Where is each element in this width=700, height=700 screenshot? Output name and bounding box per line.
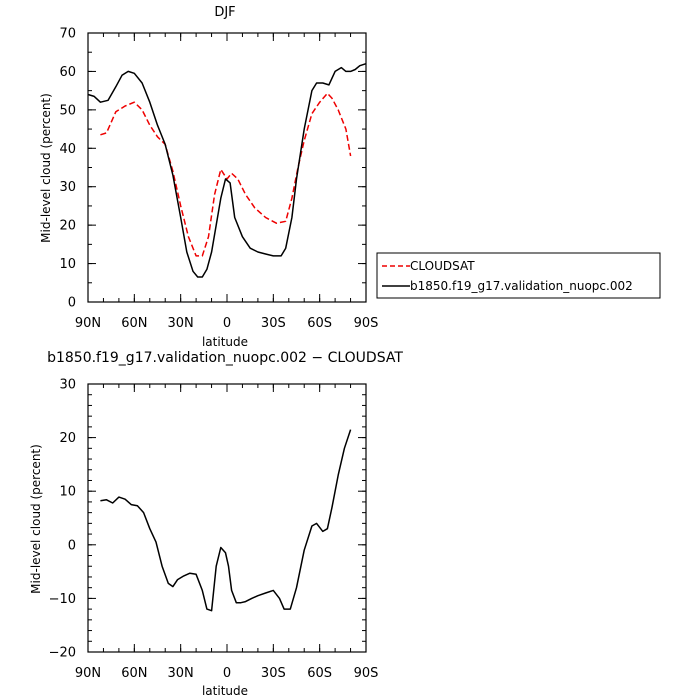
y-tick-label: 20 xyxy=(59,431,76,446)
legend-label-cloudsat: CLOUDSAT xyxy=(410,259,475,273)
y-tick-label: 40 xyxy=(59,142,76,157)
legend-box xyxy=(376,252,661,299)
x-tick-label: 30S xyxy=(261,316,286,331)
x-tick-label: 30N xyxy=(168,316,194,331)
y-tick-label: 10 xyxy=(59,485,76,500)
panel1-title: DJF xyxy=(214,5,235,20)
y-tick-label: 30 xyxy=(59,180,76,195)
legend-label-model: b1850.f19_g17.validation_nuopc.002 xyxy=(410,279,633,293)
x-tick-label: 90S xyxy=(354,316,379,331)
x-tick-label: 90S xyxy=(354,666,379,681)
x-tick-label: 60N xyxy=(121,316,147,331)
panel2-title: b1850.f19_g17.validation_nuopc.002 − CLO… xyxy=(47,350,403,366)
panel2-ylabel: Mid-level cloud (percent) xyxy=(29,444,43,594)
panel1-xlabel: latitude xyxy=(202,335,248,349)
y-tick-label: 10 xyxy=(59,257,76,272)
series-line-difference xyxy=(100,429,352,612)
difference-panel: b1850.f19_g17.validation_nuopc.002 − CLO… xyxy=(29,350,403,698)
panel1-ylabel: Mid-level cloud (percent) xyxy=(39,93,53,243)
y-tick-label: 0 xyxy=(68,538,76,553)
x-tick-label: 90N xyxy=(75,666,101,681)
y-tick-label: 30 xyxy=(59,378,76,393)
y-tick-label: 0 xyxy=(68,296,76,311)
y-tick-label: −20 xyxy=(49,646,76,661)
panel2-xlabel: latitude xyxy=(202,684,248,698)
cloud-fraction-panel: DJF Mid-level cloud (percent) latitude 9… xyxy=(39,5,378,349)
x-tick-label: 60N xyxy=(121,666,147,681)
x-tick-label: 60S xyxy=(307,316,332,331)
x-tick-label: 90N xyxy=(75,316,101,331)
y-tick-label: 60 xyxy=(59,65,76,80)
plot-frame xyxy=(87,383,367,653)
plot-frame xyxy=(87,32,367,303)
series-line-b1850-f19-g17-validation-nuopc-002 xyxy=(87,62,367,278)
y-tick-label: 50 xyxy=(59,103,76,118)
series-line-cloudsat xyxy=(100,92,352,257)
x-tick-label: 0 xyxy=(223,316,231,331)
x-tick-label: 60S xyxy=(307,666,332,681)
y-tick-label: 70 xyxy=(59,27,76,42)
legend: CLOUDSAT b1850.f19_g17.validation_nuopc.… xyxy=(376,252,661,299)
y-tick-label: −10 xyxy=(49,592,76,607)
y-tick-label: 20 xyxy=(59,219,76,234)
x-tick-label: 30S xyxy=(261,666,286,681)
x-tick-label: 30N xyxy=(168,666,194,681)
x-tick-label: 0 xyxy=(223,666,231,681)
